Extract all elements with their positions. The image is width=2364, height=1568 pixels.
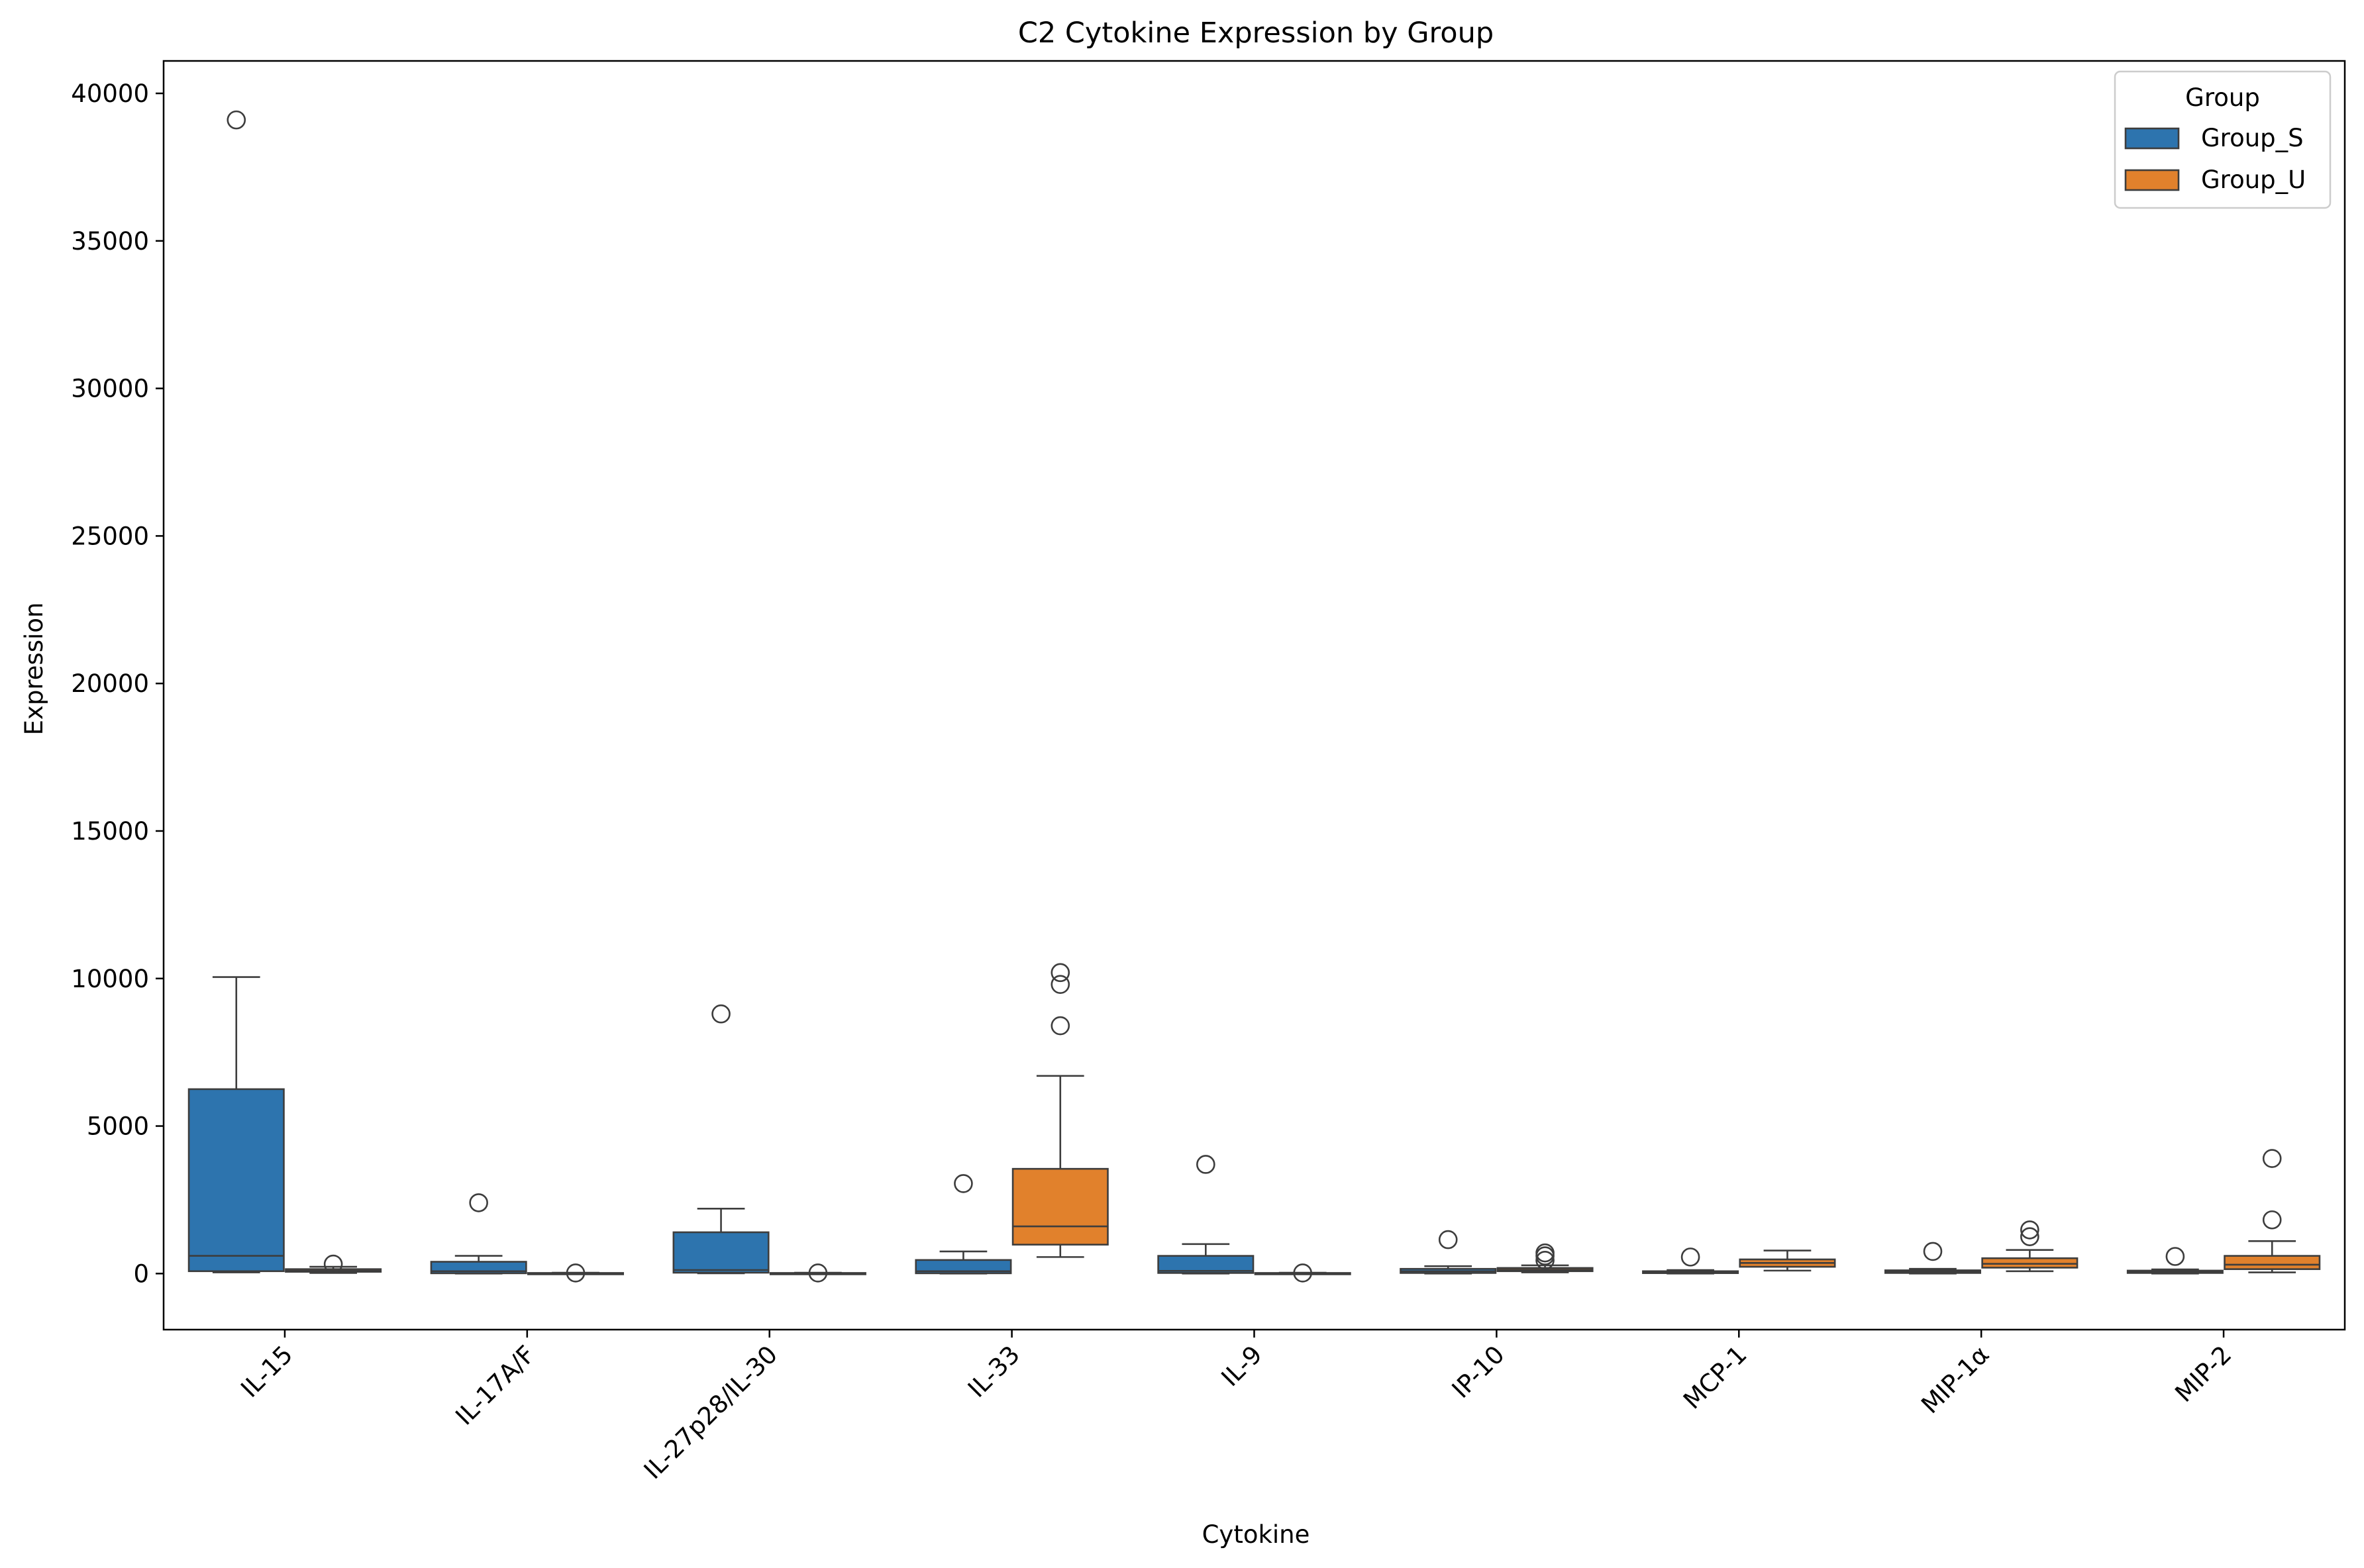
outlier-point: [711, 1004, 731, 1024]
legend: Group Group_S Group_U: [2114, 70, 2332, 209]
outlier-point: [227, 110, 246, 130]
outlier-point: [2262, 1149, 2282, 1168]
outlier-point: [1293, 1263, 1312, 1283]
x-tick-label: IL-15: [235, 1340, 298, 1403]
iqr-box: [1011, 1167, 1109, 1246]
y-tick-label: 35000: [71, 227, 149, 256]
legend-label: Group_U: [2201, 166, 2306, 194]
box-Group_S-MIP-2: [2126, 1247, 2224, 1275]
outlier-point: [808, 1263, 828, 1283]
box-Group_U-MIP-2: [2224, 1149, 2321, 1273]
outlier-point: [1051, 963, 1070, 983]
outlier-point: [1680, 1248, 1700, 1267]
box-Group_U-IL-33: [1011, 963, 1109, 1258]
outlier-point: [2020, 1220, 2039, 1240]
box-Group_S-IP-10: [1400, 1230, 1497, 1275]
iqr-box: [2224, 1255, 2321, 1270]
x-tick-label: IL-33: [962, 1340, 1025, 1403]
x-axis-label: Cytokine: [1202, 1520, 1310, 1549]
x-tick-label: MIP-2: [2169, 1340, 2237, 1408]
box-Group_U-MIP-1α: [1981, 1220, 2079, 1273]
box-plots: [187, 110, 2321, 1283]
iqr-box: [187, 1088, 285, 1273]
y-tick-label: 0: [133, 1259, 149, 1288]
box-Group_S-IL-33: [915, 1174, 1012, 1275]
outlier-point: [2165, 1247, 2185, 1266]
outlier-point: [1438, 1230, 1458, 1250]
x-tick-label: IL-9: [1216, 1340, 1268, 1392]
outlier-point: [469, 1193, 488, 1212]
iqr-box: [915, 1259, 1012, 1275]
outlier-point: [2262, 1210, 2282, 1230]
x-tick-label: MIP-1α: [1916, 1340, 1994, 1419]
box-Group_S-IL-9: [1157, 1155, 1255, 1275]
legend-title: Group: [2185, 83, 2260, 112]
x-tick-label: IL-27p28/IL-30: [639, 1340, 783, 1485]
box-Group_U-MCP-1: [1739, 1250, 1836, 1272]
y-tick-label: 40000: [71, 79, 149, 108]
outlier-point: [1196, 1155, 1215, 1174]
outlier-point: [954, 1174, 973, 1193]
y-tick-label: 15000: [71, 817, 149, 846]
box-Group_U-IL-17A/F: [527, 1263, 625, 1283]
iqr-box: [1981, 1257, 2079, 1269]
outlier-point: [1051, 975, 1070, 994]
box-Group_S-IL-17A/F: [430, 1193, 527, 1275]
outlier-point: [566, 1263, 586, 1283]
outlier-point: [2020, 1227, 2039, 1246]
box-Group_S-MIP-1α: [1884, 1242, 1982, 1275]
y-tick-label: 5000: [87, 1112, 149, 1141]
outlier-point: [323, 1254, 343, 1274]
x-tick-label: MCP-1: [1678, 1340, 1753, 1415]
outlier-point: [1051, 1016, 1070, 1036]
y-tick-label: 10000: [71, 965, 149, 993]
y-tick-label: 30000: [71, 375, 149, 403]
iqr-box: [672, 1231, 770, 1274]
box-Group_S-IL-15: [187, 110, 285, 1273]
box-Group_U-IL-9: [1254, 1263, 1351, 1283]
outlier-point: [1535, 1243, 1555, 1263]
outlier-point: [1923, 1242, 1943, 1261]
x-tick-label: IL-17A/F: [450, 1340, 540, 1431]
plot-frame: [162, 60, 2346, 1331]
outlier-point: [1535, 1250, 1555, 1270]
box-Group_S-MCP-1: [1642, 1248, 1739, 1275]
y-tick-label: 20000: [71, 669, 149, 698]
y-axis-label: Expression: [20, 603, 48, 736]
legend-swatch: [2124, 127, 2180, 150]
box-Group_U-IP-10: [1496, 1243, 1594, 1273]
legend-swatch: [2124, 169, 2180, 191]
box-Group_U-IL-27p28/IL-30: [769, 1263, 866, 1283]
y-tick-label: 25000: [71, 522, 149, 550]
box-Group_U-IL-15: [285, 1254, 382, 1274]
legend-label: Group_S: [2201, 124, 2304, 152]
x-tick-label: IP-10: [1447, 1340, 1510, 1404]
chart-title: C2 Cytokine Expression by Group: [1018, 17, 1494, 50]
box-Group_S-IL-27p28/IL-30: [672, 1004, 770, 1275]
